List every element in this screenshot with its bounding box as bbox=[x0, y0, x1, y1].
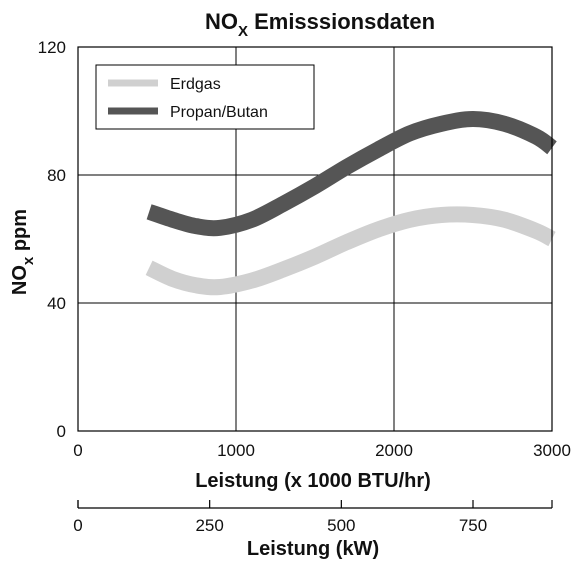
secondary-x-axis: 0 250 500 750 bbox=[73, 500, 553, 535]
y-tick-label: 40 bbox=[47, 294, 66, 313]
series-erdgas bbox=[145, 206, 556, 296]
y-tick-label: 80 bbox=[47, 166, 66, 185]
x-tick-label: 3000 bbox=[533, 441, 571, 460]
plot-frame bbox=[77, 46, 553, 432]
secondary-tick-label: 750 bbox=[459, 516, 487, 535]
chart-title: NOX Emisssionsdaten bbox=[205, 9, 435, 40]
title-subscript: X bbox=[238, 23, 248, 40]
legend-box bbox=[95, 64, 315, 130]
x-axis-label: Leistung (x 1000 BTU/hr) bbox=[195, 470, 431, 492]
secondary-tick-label: 0 bbox=[73, 516, 82, 535]
x-tick-label: 1000 bbox=[217, 441, 255, 460]
legend-label-erdgas: Erdgas bbox=[170, 76, 221, 93]
x-tick-label: 0 bbox=[73, 441, 82, 460]
series-propan-butan bbox=[146, 111, 557, 237]
x-tick-label: 2000 bbox=[375, 441, 413, 460]
ylabel-subscript: x bbox=[20, 256, 37, 265]
legend: Erdgas Propan/Butan bbox=[95, 64, 315, 130]
y-tick-label: 0 bbox=[57, 422, 66, 441]
tick-labels: 0 1000 2000 3000 0 40 80 120 bbox=[38, 38, 571, 460]
legend-label-propan-butan: Propan/Butan bbox=[170, 104, 268, 121]
series-layer bbox=[145, 111, 557, 296]
ylabel-group: NOx ppm bbox=[9, 209, 37, 295]
secondary-x-axis-label: Leistung (kW) bbox=[247, 538, 379, 560]
y-axis-label: NOx ppm bbox=[9, 209, 37, 295]
secondary-tick-label: 500 bbox=[327, 516, 355, 535]
secondary-tick-label: 250 bbox=[195, 516, 223, 535]
y-tick-label: 120 bbox=[38, 38, 66, 57]
